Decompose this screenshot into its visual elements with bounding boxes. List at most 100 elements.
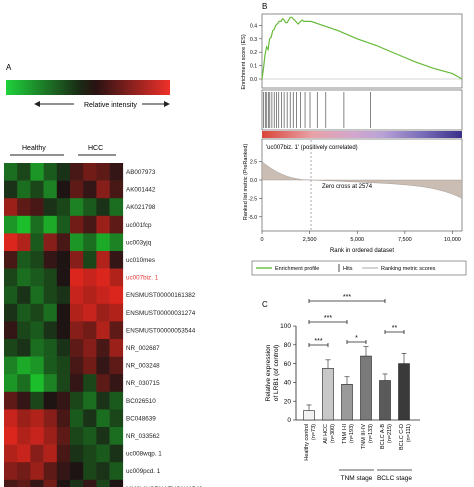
heatmap-cell bbox=[96, 215, 110, 234]
scale-arrow-right bbox=[142, 101, 170, 107]
enrichment-profile-line bbox=[261, 16, 463, 80]
ylabel-line: Relative expression bbox=[265, 344, 272, 401]
heatmap-cell bbox=[56, 427, 71, 445]
group-healthy-label: Healthy bbox=[22, 145, 46, 152]
heatmap-cell bbox=[109, 321, 124, 340]
gene-label: ENSMUST00000031274 bbox=[126, 310, 196, 317]
heatmap-cell bbox=[30, 321, 44, 340]
heatmap-cell bbox=[70, 215, 84, 234]
gene-label: NR_030715 bbox=[126, 380, 160, 387]
heatmap-cell bbox=[4, 339, 18, 357]
heatmap-cell bbox=[83, 198, 97, 217]
panel-a-letter: A bbox=[6, 63, 12, 72]
heatmap-cell bbox=[43, 163, 58, 181]
category-label: (n=111) bbox=[406, 424, 412, 442]
x-tick-label: 0 bbox=[260, 237, 263, 243]
heatmap-cell bbox=[30, 215, 44, 234]
heatmap-cell bbox=[109, 427, 124, 445]
bar bbox=[398, 363, 410, 421]
heatmap-cell bbox=[83, 391, 97, 410]
heatmap-cell bbox=[109, 215, 124, 234]
heatmap-cell bbox=[96, 356, 110, 375]
heatmap-cell bbox=[70, 479, 84, 487]
heatmap-cell bbox=[96, 180, 110, 199]
heatmap-cell bbox=[17, 163, 31, 181]
heatmap-cell bbox=[96, 374, 110, 393]
heatmap-cell bbox=[83, 409, 97, 428]
gene-label: BC048639 bbox=[126, 415, 156, 422]
heatmap-cell bbox=[70, 339, 84, 357]
heatmap-cell bbox=[56, 391, 71, 410]
heatmap-cell bbox=[17, 268, 31, 287]
category-label: (n=193) bbox=[349, 424, 355, 443]
heatmap-cell bbox=[56, 374, 71, 393]
panel-b: B 0.40.30.20.10.0 Enrichment score (ES) … bbox=[241, 2, 467, 276]
rank-x-ticks: 0 2,500 5,000 7,500 10,000 bbox=[260, 231, 461, 243]
heatmap-cell bbox=[96, 198, 110, 217]
category-label: BCLC A-B bbox=[380, 424, 386, 449]
heatmap-cell bbox=[30, 233, 44, 252]
heatmap-cell bbox=[109, 198, 124, 217]
y-tick-label: 0 bbox=[287, 417, 291, 424]
gene-label: uc008wqp. 1 bbox=[126, 451, 162, 458]
heatmap-cell bbox=[43, 427, 58, 445]
heatmap-cell bbox=[30, 462, 44, 481]
sig-label: *** bbox=[343, 294, 351, 301]
scale-arrow-left bbox=[34, 101, 74, 107]
gene-label: NR_033562 bbox=[126, 433, 160, 440]
gene-label: uc009pcd. 1 bbox=[126, 468, 161, 475]
heatmap-cell bbox=[96, 444, 110, 463]
heatmap-cell bbox=[43, 268, 58, 287]
heatmap-cell bbox=[83, 233, 97, 252]
heatmap-cell bbox=[17, 427, 31, 445]
gene-label: NR_002687 bbox=[126, 345, 160, 352]
gene-label: uc007biz. 1 bbox=[126, 275, 159, 282]
heatmap-cell bbox=[30, 374, 44, 393]
bar bbox=[379, 380, 391, 421]
bar bbox=[341, 383, 353, 421]
gene-label: ENSMUST00000161382 bbox=[126, 292, 196, 299]
heatmap-cell bbox=[43, 198, 58, 217]
heatmap-cell bbox=[56, 356, 71, 375]
sig-label: *** bbox=[324, 315, 332, 322]
gene-label: uc010mes bbox=[126, 257, 155, 264]
rank-tick-label: 0.0 bbox=[250, 178, 257, 184]
heatmap-cell bbox=[96, 409, 110, 428]
heatmap-cell bbox=[43, 356, 58, 375]
stage-brackets: TNM stage BCLC stage bbox=[339, 469, 412, 482]
category-label: (n=215) bbox=[387, 424, 393, 443]
heatmap-cell bbox=[109, 303, 124, 322]
y-tick-label: 100 bbox=[280, 323, 291, 330]
heatmap-cell bbox=[4, 409, 18, 428]
y-tick-label: 40 bbox=[284, 380, 292, 387]
heatmap-cell bbox=[83, 268, 97, 287]
x-tick-label: 2,500 bbox=[303, 237, 317, 243]
gene-label: ENSMUST00000053544 bbox=[126, 327, 196, 334]
heatmap-cell bbox=[83, 321, 97, 340]
group-hcc-label: HCC bbox=[88, 145, 103, 152]
heatmap-cell bbox=[4, 286, 18, 305]
heatmap-cell bbox=[56, 233, 71, 252]
heatmap-cell bbox=[109, 233, 124, 252]
heatmap-cell bbox=[4, 356, 18, 375]
heatmap-cell bbox=[109, 409, 124, 428]
rank-tick-label: -2.5 bbox=[248, 196, 257, 202]
heatmap-cell bbox=[30, 198, 44, 217]
heatmap-cell bbox=[96, 479, 110, 487]
bar-chart-xlabels: Healthy control (n=73) All HCC (n=300) TNM I… bbox=[304, 424, 412, 461]
heatmap-cell bbox=[83, 163, 97, 181]
panel-c: C 0 20 40 60 80 100 Relative expression of LRB… bbox=[262, 294, 420, 482]
heatmap-cell bbox=[30, 339, 44, 357]
heatmap-cell bbox=[43, 374, 58, 393]
heatmap-cell bbox=[109, 462, 124, 481]
heatmap-cell bbox=[109, 391, 124, 410]
heatmap-cell bbox=[17, 215, 31, 234]
gene-labels: AB007973 AK001442 AK021798 uc001fcp uc003yjq… bbox=[126, 169, 205, 487]
heatmap-cell bbox=[4, 374, 18, 393]
intensity-scale-bar bbox=[6, 80, 170, 95]
bar-chart-ylabel: Relative expression of LRB1 (of control) bbox=[265, 344, 280, 401]
heatmap-cell bbox=[4, 180, 18, 199]
ylabel-line: of LRB1 (of control) bbox=[273, 345, 280, 401]
heatmap-cell bbox=[109, 444, 124, 463]
gene-label: AB007973 bbox=[126, 169, 156, 176]
